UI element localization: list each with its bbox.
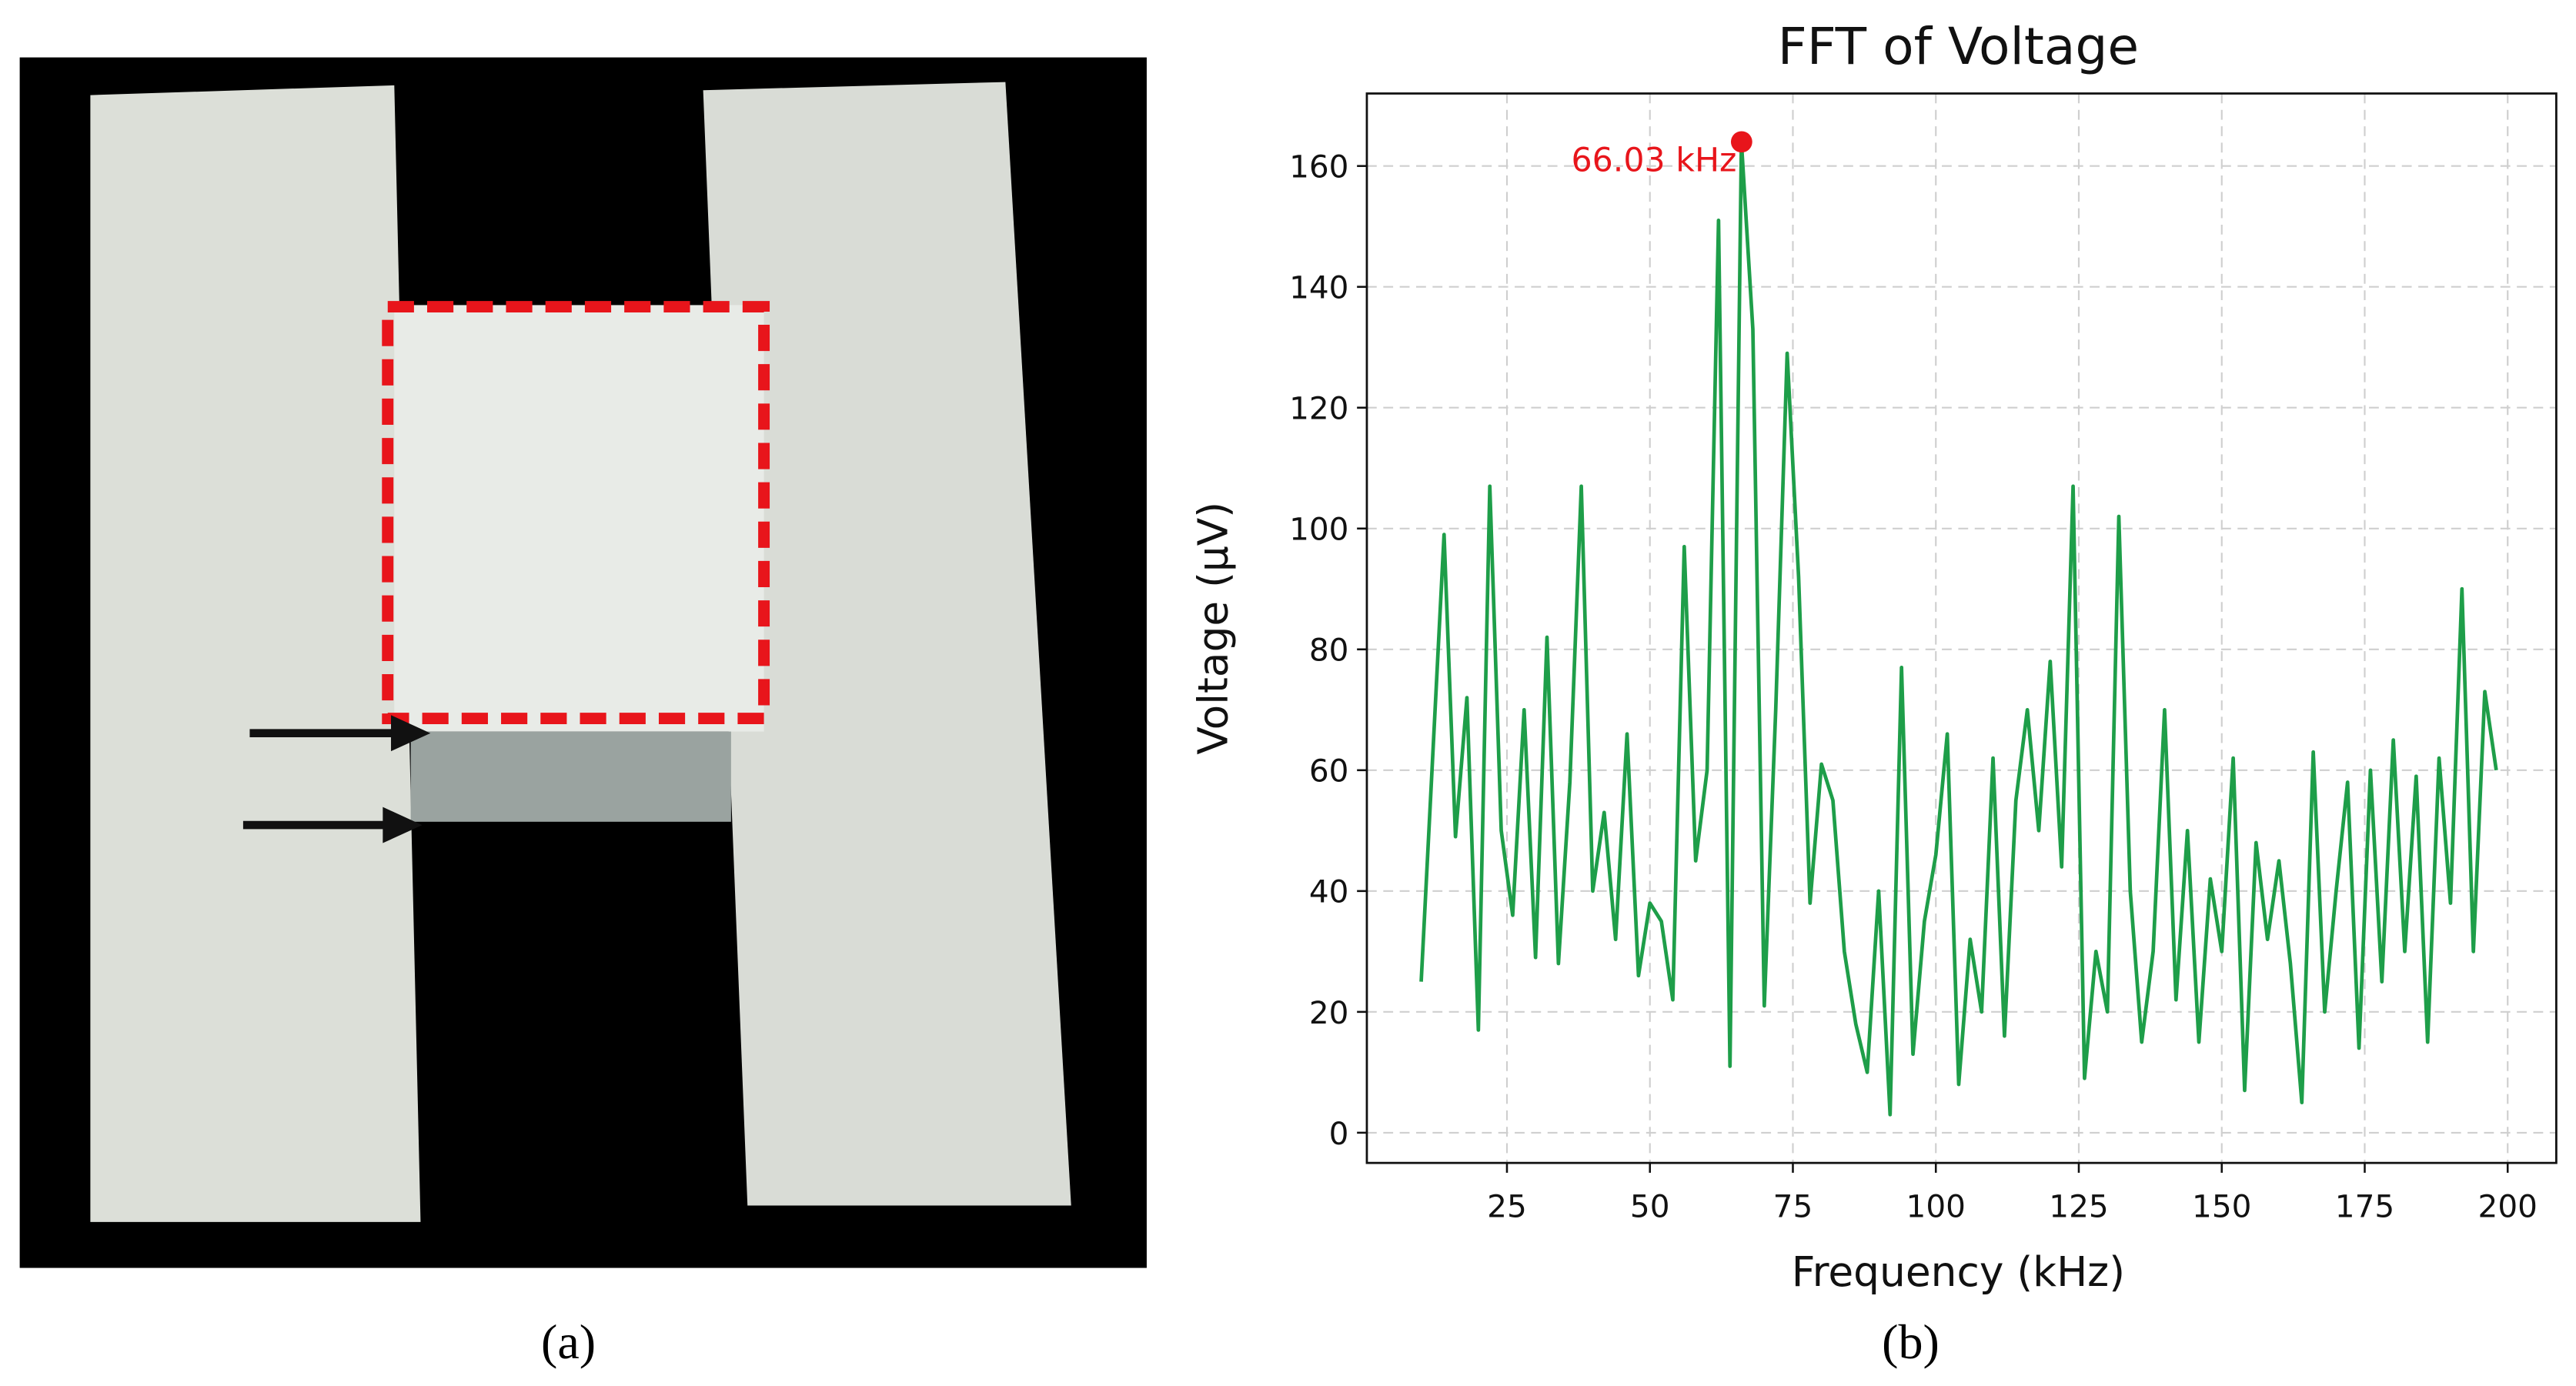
y-tick-label: 140 (1289, 269, 1348, 306)
peak-label: 66.03 kHz (1572, 142, 1737, 180)
chart: FFT of Voltage Frequency (kHz) Voltage (… (1189, 17, 2558, 1296)
photo (19, 57, 1147, 1268)
x-tick-label: 25 (1487, 1187, 1527, 1224)
y-tick-label: 40 (1309, 873, 1349, 910)
y-tick-label: 100 (1289, 511, 1348, 548)
arrow-head (391, 715, 431, 752)
y-tick-label: 80 (1309, 632, 1349, 669)
chart-title: FFT of Voltage (1778, 17, 2139, 76)
x-tick-label: 50 (1630, 1187, 1670, 1224)
panel-label: (b) (1882, 1314, 1940, 1369)
y-tick-label: 160 (1289, 149, 1348, 185)
y-tick-label: 120 (1289, 390, 1348, 427)
arrow-head (383, 807, 423, 843)
arrows (242, 715, 431, 843)
joint-area (394, 305, 764, 732)
x-tick-label: 150 (2192, 1187, 2251, 1224)
panel-label: (a) (541, 1314, 596, 1369)
left-bar (90, 85, 421, 1222)
right-bar (703, 82, 1071, 1206)
x-tick-label: 175 (2335, 1187, 2394, 1224)
x-tick-label: 125 (2049, 1187, 2108, 1224)
x-tick-label: 200 (2478, 1187, 2538, 1224)
y-tick-label: 60 (1309, 753, 1349, 790)
y-tick-label: 0 (1329, 1115, 1349, 1152)
gap-block (410, 731, 731, 822)
peak-marker (1730, 131, 1752, 153)
y-axis-label: Voltage (μV) (1189, 502, 1237, 755)
y-tick-label: 20 (1309, 994, 1349, 1031)
x-tick-label: 100 (1906, 1187, 1966, 1224)
x-axis-label: Frequency (kHz) (1792, 1248, 2125, 1296)
plot-frame (1365, 92, 2558, 1164)
x-tick-label: 75 (1773, 1187, 1813, 1224)
data-line (1419, 139, 2498, 1117)
